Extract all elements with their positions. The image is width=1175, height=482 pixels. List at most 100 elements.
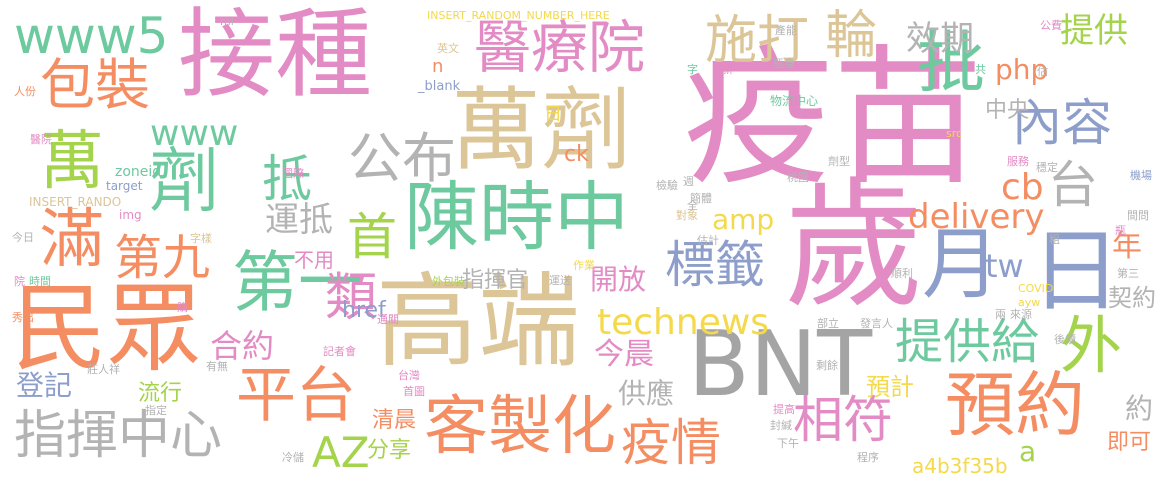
word: www5 (14, 7, 169, 65)
word: 服務 (1007, 155, 1029, 168)
word: 今日 (12, 231, 34, 244)
word: a (1019, 435, 1037, 468)
word: 即可 (1107, 430, 1152, 455)
word: 提高 (773, 403, 795, 416)
word: 萬 (40, 125, 104, 199)
word: 台 (1048, 156, 1098, 214)
word: 簡體 (690, 192, 712, 205)
word: 來源 (1010, 308, 1032, 321)
word: 檢驗 (656, 179, 678, 192)
word: 物流中心 (770, 94, 819, 108)
word: 購 (177, 301, 188, 314)
word: 劑型 (828, 155, 850, 168)
word: 提供 (1060, 11, 1128, 51)
word: 預計 (866, 373, 914, 401)
word: 外包裝 (432, 275, 465, 288)
word: 萬劑 (451, 78, 631, 183)
word: 英文 (437, 42, 459, 55)
word: 約 (1125, 392, 1154, 425)
word: 字 (687, 63, 698, 76)
word: 分享 (367, 438, 412, 463)
word: 機場 (1130, 169, 1152, 182)
word: 客製化 (424, 390, 616, 464)
word: 劑 (149, 140, 219, 222)
word: 冷儲 (282, 451, 304, 464)
word: 首圖 (403, 385, 425, 398)
word: 效期 (906, 19, 974, 59)
word: 瓶身 (773, 57, 795, 70)
word: _blank (418, 79, 461, 94)
word: 發言人 (860, 317, 893, 330)
word: 提供給 (895, 314, 1040, 370)
word: 接種 (178, 0, 372, 111)
word: 輪 (825, 6, 878, 66)
word: 歲 (784, 165, 925, 328)
word: AZ (312, 428, 370, 477)
word: 醫院 (30, 133, 52, 146)
word: technews (597, 302, 770, 343)
word: 疫苗 (683, 32, 984, 206)
word: 後續 (1054, 333, 1076, 346)
word: 清晨 (372, 408, 417, 433)
word: 下午 (777, 437, 799, 450)
word: 運送 (549, 274, 571, 287)
word: target (106, 179, 143, 193)
word: 抵 (262, 150, 312, 208)
word: 指揮官 (462, 268, 529, 293)
word: 作業 (573, 259, 595, 272)
word: 穩定 (1036, 161, 1058, 174)
word: 對象 (676, 209, 698, 222)
word: 兩 (995, 308, 1006, 321)
word: 瓶 (1115, 224, 1126, 237)
word: 人份 (14, 85, 36, 98)
word: 批 (917, 24, 986, 103)
word: 院 (14, 275, 25, 288)
word: 標籤 (665, 236, 765, 294)
word: n (432, 56, 444, 77)
word: ck (564, 142, 589, 167)
word: 供應 (618, 377, 675, 410)
word: 陳時中 (404, 173, 630, 261)
word: 第一 (232, 244, 364, 321)
word: INSERT_RANDOM_NUMBER_HERE (427, 9, 610, 22)
word: 醫療院 (474, 15, 645, 81)
word: 封緘 (770, 419, 792, 432)
word: 字樣 (190, 232, 212, 245)
word: 類 (325, 268, 378, 328)
word: 剩餘 (816, 359, 838, 372)
word: 首 (347, 208, 397, 266)
word: 公布 (348, 127, 456, 190)
word: 第九 (114, 230, 211, 286)
word: 開放 (590, 263, 647, 296)
word: 程序 (857, 451, 879, 464)
word: 不用 (294, 248, 334, 272)
word: 中央 (985, 98, 1030, 123)
word: 估計 (697, 234, 719, 247)
word: 桃園 (787, 171, 809, 184)
word: 包裝 (40, 53, 151, 117)
word: 產能 (775, 24, 797, 37)
word: 莊人祥 (87, 363, 120, 376)
word: img (119, 208, 142, 222)
word: www (150, 113, 239, 154)
word: 滿 (40, 203, 104, 277)
word: BNT (688, 312, 873, 417)
word: delivery (908, 197, 1045, 237)
word: 相符 (793, 391, 893, 449)
word: 估 (1037, 65, 1048, 78)
word: 週 (683, 175, 694, 188)
word: 共 (975, 63, 986, 76)
word: 記者會 (323, 345, 356, 358)
word: 平台 (236, 361, 356, 431)
word: zoneid (115, 164, 162, 180)
word: 預約 (945, 364, 1085, 446)
word: 疫情 (621, 414, 721, 472)
word: 內容 (1012, 94, 1112, 152)
word: 年 (1112, 229, 1142, 264)
word: amp (712, 203, 775, 236)
word: src (946, 127, 963, 140)
word: php (995, 53, 1049, 86)
word: cb (1001, 167, 1044, 208)
word: ayw (1018, 296, 1041, 309)
